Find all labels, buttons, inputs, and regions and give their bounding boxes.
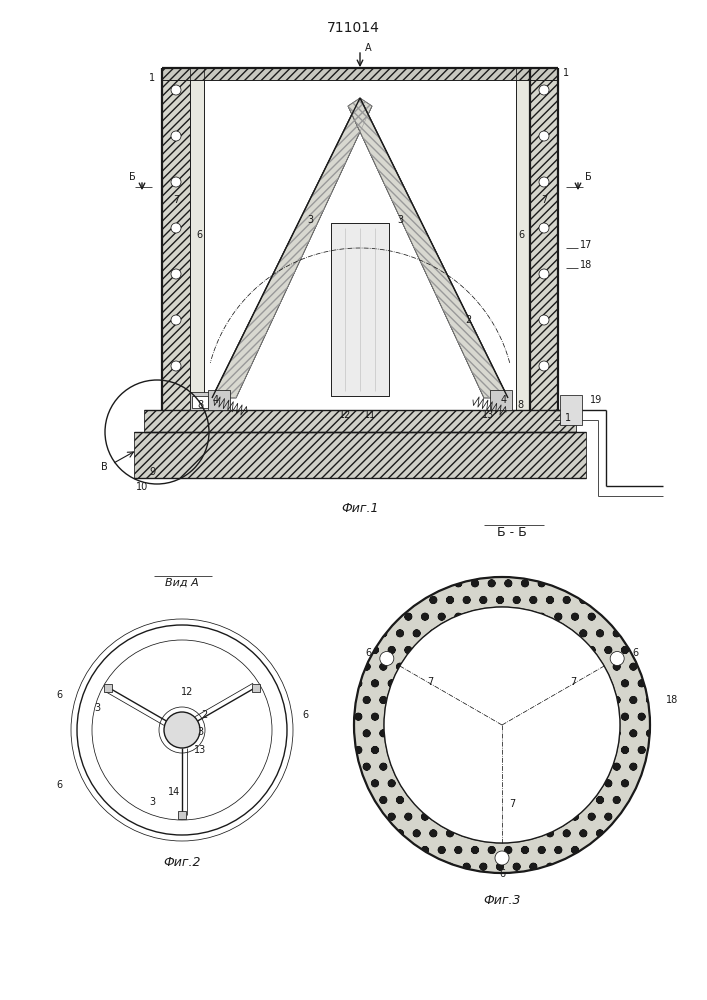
Text: А: А [365, 43, 371, 53]
Bar [252, 684, 259, 692]
Text: 6: 6 [56, 690, 62, 700]
Circle shape [92, 640, 272, 820]
Text: 7: 7 [570, 677, 576, 687]
Bar [190, 68, 204, 410]
Bar [192, 396, 208, 408]
Text: 17: 17 [580, 240, 592, 250]
Bar [144, 410, 576, 432]
Text: 7: 7 [541, 195, 547, 205]
Polygon shape [348, 98, 508, 398]
Bar [178, 811, 186, 819]
Bar [190, 392, 210, 410]
Bar [490, 390, 512, 410]
Text: 12: 12 [181, 687, 193, 697]
Text: 7: 7 [509, 799, 515, 809]
Bar [105, 684, 112, 692]
Text: 3: 3 [397, 215, 403, 225]
Text: Фиг.2: Фиг.2 [163, 856, 201, 869]
Circle shape [384, 607, 620, 843]
Text: 11: 11 [364, 410, 376, 420]
Text: Б: Б [585, 172, 591, 182]
Circle shape [171, 269, 181, 279]
Text: 13: 13 [482, 410, 494, 420]
Circle shape [539, 223, 549, 233]
Text: 3: 3 [307, 215, 313, 225]
Text: Б - Б: Б - Б [497, 526, 527, 538]
Text: 1: 1 [149, 73, 155, 83]
Text: 18: 18 [580, 260, 592, 270]
Circle shape [171, 131, 181, 141]
Circle shape [610, 652, 624, 666]
Text: 6: 6 [632, 648, 638, 658]
Text: 9: 9 [149, 467, 155, 477]
Text: 6: 6 [499, 869, 505, 879]
Text: Б: Б [129, 172, 135, 182]
Text: Фиг.1: Фиг.1 [341, 502, 379, 514]
Wedge shape [354, 577, 650, 873]
Circle shape [495, 851, 509, 865]
Circle shape [171, 315, 181, 325]
Circle shape [539, 269, 549, 279]
Circle shape [539, 85, 549, 95]
Text: 4: 4 [501, 395, 507, 405]
Text: 1: 1 [565, 413, 571, 423]
Text: 4: 4 [213, 395, 219, 405]
Text: 2: 2 [201, 710, 207, 720]
Bar [331, 223, 389, 396]
Text: 7: 7 [428, 677, 434, 687]
Bar [162, 68, 190, 410]
Text: 711014: 711014 [327, 21, 380, 35]
Text: 14: 14 [168, 787, 180, 797]
Circle shape [539, 177, 549, 187]
Circle shape [539, 131, 549, 141]
Circle shape [171, 223, 181, 233]
Text: 6: 6 [302, 710, 308, 720]
Text: 18: 18 [666, 695, 678, 705]
Circle shape [539, 361, 549, 371]
Circle shape [164, 712, 200, 748]
Text: 7: 7 [173, 195, 179, 205]
Circle shape [539, 315, 549, 325]
Circle shape [380, 652, 394, 666]
Bar [162, 68, 558, 80]
Bar [134, 432, 586, 478]
Text: Вид А: Вид А [165, 578, 199, 588]
Polygon shape [212, 98, 372, 398]
Text: 12: 12 [339, 410, 351, 420]
Text: 10: 10 [136, 482, 148, 492]
Bar [516, 68, 530, 410]
Text: 19: 19 [590, 395, 602, 405]
Text: 3: 3 [94, 703, 100, 713]
Text: 1: 1 [563, 68, 569, 78]
Bar [208, 390, 230, 410]
Text: 2: 2 [465, 315, 471, 325]
Text: 13: 13 [194, 745, 206, 755]
Text: 6: 6 [196, 230, 202, 240]
Text: 3: 3 [197, 727, 203, 737]
Circle shape [171, 85, 181, 95]
Text: 8: 8 [517, 400, 523, 410]
Text: 6: 6 [518, 230, 524, 240]
Text: 3: 3 [149, 797, 155, 807]
Circle shape [171, 177, 181, 187]
Text: В: В [100, 462, 107, 472]
Bar [530, 68, 558, 410]
Text: 6: 6 [366, 648, 372, 658]
Circle shape [171, 361, 181, 371]
Text: 6: 6 [56, 780, 62, 790]
Text: Фиг.3: Фиг.3 [484, 894, 521, 908]
Bar [560, 395, 582, 425]
Text: 8: 8 [197, 400, 203, 410]
